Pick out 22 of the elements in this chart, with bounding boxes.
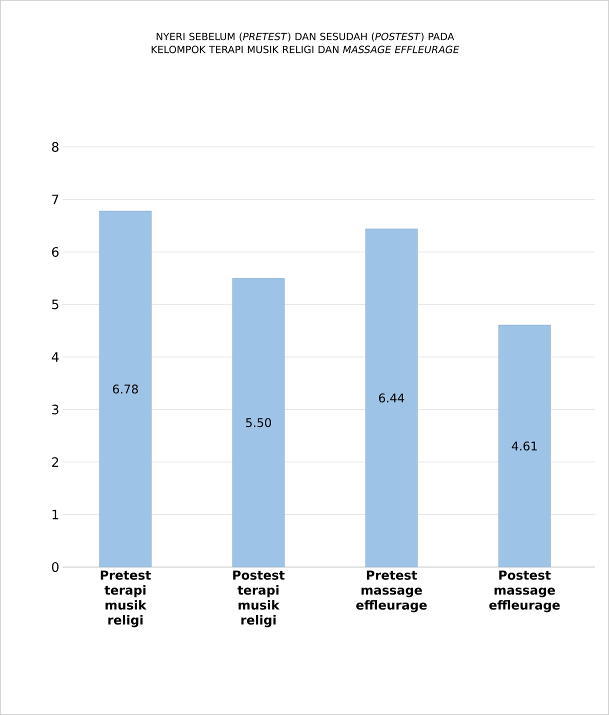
y-tick-label: 7 — [52, 194, 58, 204]
x-tick-label: Pretest massage effleurage — [356, 570, 427, 612]
y-tick-label: 2 — [52, 457, 58, 467]
data-label: 6.44 — [379, 393, 404, 402]
x-tick-label: Pretest terapi musik religi — [100, 570, 151, 628]
x-tick-label: Postest terapi musik religi — [233, 570, 285, 628]
y-tick-label: 5 — [52, 300, 58, 310]
y-tick-label: 4 — [52, 352, 59, 362]
data-label: 5.50 — [246, 418, 272, 428]
y-tick-label: 8 — [52, 142, 59, 152]
y-tick-label: 0 — [52, 562, 59, 572]
x-tick-label: Postest massage effleurage — [489, 570, 560, 612]
data-label: 6.78 — [112, 384, 138, 394]
chart-title: NYERI SEBELUM (PRETEST) DAN SESUDAH (POSTEST) PADA KELOMPOK TERAPI MUSIK RELIGI DAN MASSAGE EFFLEURAGE — [152, 32, 460, 54]
y-tick-label: 3 — [52, 404, 58, 414]
bar — [365, 228, 418, 568]
bar — [232, 278, 285, 568]
y-tick-label: 6 — [52, 247, 59, 257]
bar — [498, 324, 551, 568]
bar — [99, 210, 152, 568]
y-tick-label: 1 — [52, 510, 58, 520]
data-label: 4.61 — [512, 441, 537, 451]
